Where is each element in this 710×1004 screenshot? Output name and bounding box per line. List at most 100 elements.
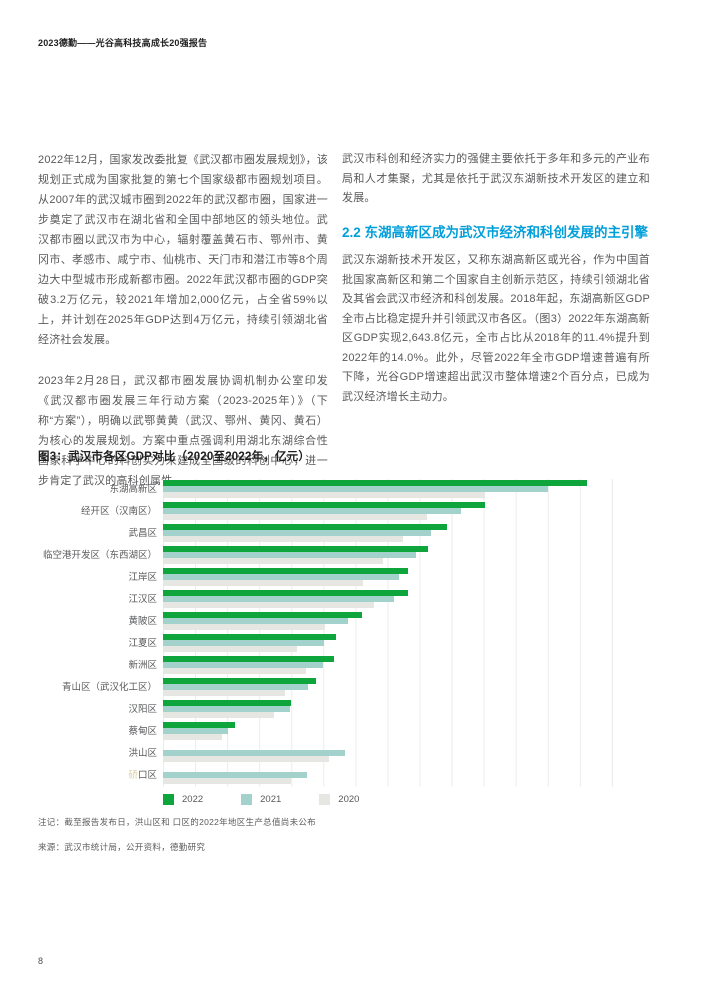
- section-heading-2-2: 2.2 东湖高新区成为武汉市经济和科创发展的主引擎: [342, 224, 649, 240]
- gdp-bar-chart: 图3：武汉市各区GDP对比（2020至2022年，亿元） 东湖高新区经开区（汉南…: [38, 448, 613, 805]
- chart-source: 来源：武汉市统计局，公开资料，德勤研究: [38, 842, 206, 852]
- chart-title: 图3：武汉市各区GDP对比（2020至2022年，亿元）: [38, 451, 311, 463]
- bar-2020: [163, 712, 275, 718]
- bar-2022: [163, 524, 447, 530]
- body-columns: 2022年12月，国家发改委批复《武汉都市圈发展规划》，该规划正式成为国家批复的…: [38, 150, 650, 491]
- bar-2022: [163, 678, 317, 684]
- chart-row: 武昌区: [38, 523, 613, 545]
- chart-row: 新洲区: [38, 655, 613, 677]
- chart-row: 硚口区: [38, 765, 613, 787]
- bar-2022: [163, 568, 409, 574]
- legend-swatch-icon: [241, 794, 253, 805]
- bar-group: [163, 567, 613, 589]
- page-number: 8: [38, 956, 44, 966]
- bar-2020: [163, 778, 292, 784]
- bar-2020: [163, 580, 363, 586]
- category-label: 新洲区: [128, 660, 157, 671]
- bar-2021: [163, 530, 431, 536]
- bar-2021: [163, 772, 308, 778]
- bar-2022: [163, 546, 428, 552]
- bar-group: [163, 699, 613, 721]
- bar-2020: [163, 492, 485, 498]
- bar-2022: [163, 502, 486, 508]
- chart-row: 汉阳区: [38, 699, 613, 721]
- bar-2020: [163, 514, 427, 520]
- category-label: 江夏区: [128, 638, 157, 649]
- bar-2021: [163, 662, 324, 668]
- chart-row: 经开区（汉南区）: [38, 501, 613, 523]
- legend-label: 2020: [338, 794, 360, 805]
- chart-row: 东湖高新区: [38, 479, 613, 501]
- legend-item-2022: 2022: [163, 794, 203, 805]
- bar-group: [163, 721, 613, 743]
- bar-group: [163, 633, 613, 655]
- chart-row: 洪山区: [38, 743, 613, 765]
- bar-2021: [163, 574, 399, 580]
- left-paragraph-2: 2023年2月28日，武汉都市圈发展协调机制办公室印发《武汉都市圈发展三年行动方…: [38, 375, 328, 487]
- bar-group: [163, 545, 613, 567]
- legend-item-2020: 2020: [319, 794, 359, 805]
- category-label: 蔡甸区: [128, 726, 157, 737]
- missing-glyph-char: 硚: [128, 770, 138, 781]
- bar-group: [163, 523, 613, 545]
- right-paragraph-1: 武汉市科创和经济实力的强健主要依托于多年和多元的产业布局和人才集聚，尤其是依托于…: [342, 153, 650, 204]
- bar-group: [163, 677, 613, 699]
- chart-legend: 2022 2021 2020: [163, 794, 613, 805]
- bar-2022: [163, 612, 362, 618]
- left-paragraph-1: 2022年12月，国家发改委批复《武汉都市圈发展规划》，该规划正式成为国家批复的…: [38, 154, 329, 346]
- bar-2021: [163, 750, 345, 756]
- bar-2022: [163, 480, 587, 486]
- category-label: 硚口区: [128, 770, 157, 781]
- category-label: 汉阳区: [128, 704, 157, 715]
- bar-2020: [163, 734, 223, 740]
- right-column: 武汉市科创和经济实力的强健主要依托于多年和多元的产业布局和人才集聚，尤其是依托于…: [342, 150, 650, 491]
- bar-2021: [163, 728, 228, 734]
- bar-2020: [163, 690, 285, 696]
- legend-label: 2022: [182, 794, 204, 805]
- category-label: 东湖高新区: [109, 484, 157, 495]
- bar-2022: [163, 590, 409, 596]
- chart-row: 黄陂区: [38, 611, 613, 633]
- chart-row: 江岸区: [38, 567, 613, 589]
- bar-2020: [163, 536, 403, 542]
- bar-2020: [163, 646, 297, 652]
- bar-2021: [163, 486, 548, 492]
- bar-2021: [163, 596, 394, 602]
- right-paragraph-2: 武汉东湖新技术开发区，又称东湖高新区或光谷，作为中国首批国家高新区和第二个国家自…: [342, 254, 650, 403]
- category-label: 武昌区: [128, 528, 157, 539]
- legend-label: 2021: [260, 794, 282, 805]
- bar-group: [163, 743, 613, 765]
- bar-group: [163, 765, 613, 787]
- category-label: 青山区（武汉化工区）: [61, 682, 157, 693]
- category-label: 经开区（汉南区）: [80, 506, 157, 517]
- bar-2021: [163, 640, 325, 646]
- bar-2020: [163, 756, 329, 762]
- chart-row: 江夏区: [38, 633, 613, 655]
- bar-2021: [163, 618, 349, 624]
- category-label: 黄陂区: [128, 616, 157, 627]
- bar-2022: [163, 722, 236, 728]
- bar-2021: [163, 508, 462, 514]
- bar-2020: [163, 624, 325, 630]
- chart-row: 青山区（武汉化工区）: [38, 677, 613, 699]
- legend-item-2021: 2021: [241, 794, 281, 805]
- category-label: 江汉区: [128, 594, 157, 605]
- bar-group: [163, 611, 613, 633]
- chart-plot: 东湖高新区 经开区（汉南区） 武昌区 临空港开发区（东西湖区） 江岸区 江汉区 黄陂区 江夏区…: [38, 479, 613, 787]
- bar-2020: [163, 668, 306, 674]
- bar-group: [163, 479, 613, 501]
- bar-2021: [163, 706, 290, 712]
- bar-2022: [163, 656, 334, 662]
- bar-2022: [163, 700, 292, 706]
- bar-group: [163, 655, 613, 677]
- chart-note: 注记：截至报告发布日，洪山区和 口区的2022年地区生产总值尚未公布: [38, 817, 316, 827]
- bar-group: [163, 501, 613, 523]
- category-label: 江岸区: [128, 572, 157, 583]
- category-label: 洪山区: [128, 748, 157, 759]
- bar-2021: [163, 684, 309, 690]
- chart-row: 蔡甸区: [38, 721, 613, 743]
- bar-2020: [163, 602, 374, 608]
- legend-swatch-icon: [319, 794, 331, 805]
- bar-2021: [163, 552, 416, 558]
- left-column: 2022年12月，国家发改委批复《武汉都市圈发展规划》，该规划正式成为国家批复的…: [38, 150, 328, 491]
